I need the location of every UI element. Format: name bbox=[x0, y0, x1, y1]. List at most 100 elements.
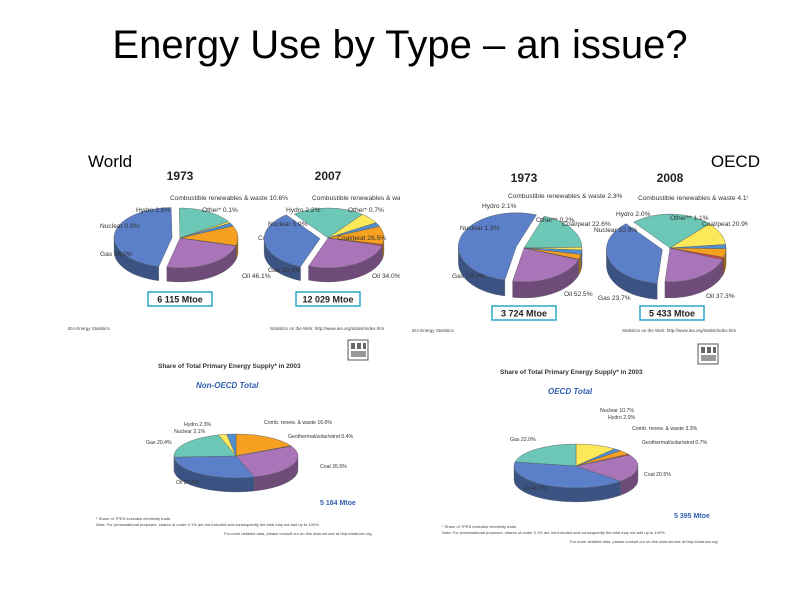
slice-label-hydro: Hydro 2.0% bbox=[616, 211, 651, 218]
slice-label-combustible-renewables-waste: Combustible renewables & waste 4.1% bbox=[638, 195, 748, 202]
pie-title: 2008 bbox=[657, 171, 684, 185]
total-oecd-1973: 3 724 Mtoe bbox=[501, 309, 547, 319]
pie-oecd-1973: 1973 Coal/peat 22.6% Oil 52.5% Gas 19.0% Nuc… bbox=[452, 171, 622, 299]
non-oecd-note3: For more detailed data, please consult o… bbox=[224, 531, 373, 536]
slice-label-hydro: Hydro 2.1% bbox=[482, 203, 517, 210]
oecd-2003-note1: * Share of TPES excludes electricity tra… bbox=[442, 524, 517, 529]
slice-label-nuclear: Nuclear 0.9% bbox=[100, 223, 140, 230]
slice-label-gas: Gas 16.0% bbox=[100, 251, 133, 258]
slice-label-coal-peat: Coal/peat 20.9% bbox=[702, 221, 748, 228]
slice-label-hydro: Hydro 2.2% bbox=[286, 207, 321, 214]
total-box-world-2007 bbox=[295, 291, 361, 307]
oecd-2003-subtitle: OECD Total bbox=[548, 387, 593, 396]
slice-oil bbox=[263, 214, 321, 267]
slice-hydro bbox=[226, 433, 237, 457]
slice-label-other: Other** 1.1% bbox=[670, 215, 709, 222]
pie-non-oecd-2003: Comb. renew. & waste 16.6% Geothermal/sol… bbox=[146, 420, 354, 493]
slice-label-hydro: Hydro 1.8% bbox=[136, 207, 171, 214]
oecd-pies-svg: 1973 Coal/peat 22.6% Oil 52.5% Gas 19.0% Nuc… bbox=[412, 171, 748, 333]
total-oecd-2008: 5 433 Mtoe bbox=[649, 309, 695, 319]
pie-oecd-2008: 2008 Coal/peat 20.9% Oil 37.3% Gas 23.7% Nuc… bbox=[594, 171, 748, 302]
slice-gas bbox=[633, 213, 710, 249]
oecd-2003-note3: For more detailed data, please consult o… bbox=[570, 539, 719, 544]
pie-title: 1973 bbox=[511, 171, 538, 185]
slice-oil bbox=[606, 223, 663, 284]
slice-label-nuclear: Nuclear 1.3% bbox=[460, 225, 500, 232]
slice-oil bbox=[173, 455, 255, 479]
slice-label-comb-renew-waste: Comb. renew. & waste 3.3% bbox=[632, 426, 698, 432]
iea-logo-icon bbox=[347, 339, 369, 361]
oecd-2003-note2: Note: For presentational purposes, share… bbox=[442, 530, 666, 535]
non-oecd-svg: Share of Total Primary Energy Supply* in… bbox=[96, 339, 373, 536]
source-right-oecd: Statistics on the Web: http://www.iea.or… bbox=[622, 328, 736, 333]
slice-label-gas: Gas 20.4% bbox=[146, 440, 172, 446]
slice-coal bbox=[575, 454, 639, 482]
slice-side-other bbox=[722, 257, 724, 277]
oecd-label: OECD bbox=[710, 152, 760, 171]
slide-title: Energy Use by Type – an issue? bbox=[112, 23, 688, 67]
slice-label-nuclear: Nuclear 10.7% bbox=[600, 408, 634, 414]
slice-label-nuclear: Nuclear 2.1% bbox=[174, 429, 206, 435]
slice-label-combustible-renewables-waste: Combustible renewables & waste 10.6% bbox=[170, 195, 288, 202]
slice-side-other bbox=[381, 244, 383, 260]
slice-label-geothermal-solar-wind: Geothermal/solar/wind 0.7% bbox=[642, 440, 708, 446]
world-label: World bbox=[88, 152, 133, 171]
pie-title: 2007 bbox=[315, 169, 342, 183]
total-box-oecd-2008 bbox=[639, 305, 705, 321]
slice-oil bbox=[513, 461, 622, 489]
source-left-oecd: IEA Energy Statistics bbox=[412, 328, 455, 333]
slice-comb-renew-waste bbox=[235, 433, 292, 457]
slice-gas bbox=[293, 207, 363, 239]
slice-label-oil: Oil 34.0% bbox=[372, 273, 400, 280]
non-oecd-note2: Note: For presentational purposes, share… bbox=[96, 522, 320, 527]
slice-label-coal-peat: Coal/peat 22.6% bbox=[562, 221, 611, 228]
slice-other bbox=[669, 247, 725, 260]
slice-coal bbox=[235, 446, 299, 478]
oecd-2003-svg: Share of Total Primary Energy Supply* in… bbox=[442, 343, 719, 544]
slice-coal-peat bbox=[512, 247, 579, 283]
slice-label-other: Other* 0.7% bbox=[348, 207, 384, 214]
non-oecd-note1: * Share of TPES excludes electricity tra… bbox=[96, 516, 171, 521]
oecd-2003-total: 5 395 Mtoe bbox=[674, 513, 710, 520]
slice-label-coal: Coal 26.5% bbox=[320, 464, 347, 470]
slice-gas bbox=[514, 443, 577, 467]
iea-logo-icon bbox=[697, 343, 719, 365]
pie-world-2007: 2007 Coal/peat 26.5% Oil 34.0% Gas 20.9% Nuc… bbox=[263, 169, 400, 283]
slice-label-combustible-renewables-waste: Combustible renewables & waste 2.3% bbox=[508, 193, 622, 200]
slice-label-oil: Oil 46.1% bbox=[242, 273, 271, 280]
slice-label-other: Other** 0.2% bbox=[536, 217, 575, 224]
slice-label-hydro: Hydro 2.3% bbox=[184, 422, 211, 428]
total-world-2007: 12 029 Mtoe bbox=[302, 295, 353, 305]
slice-label-oil: Oil 52.5% bbox=[564, 291, 593, 298]
slice-oil bbox=[458, 212, 537, 281]
slice-oil bbox=[113, 207, 173, 267]
slice-label-oil: Oil 27.8% bbox=[176, 480, 199, 486]
slice-coal-peat bbox=[166, 237, 237, 269]
slice-gas bbox=[523, 215, 583, 249]
slice-label-oil: Oil 40.7% bbox=[524, 486, 547, 492]
total-world-1973: 6 115 Mtoe bbox=[157, 295, 203, 305]
slice-other bbox=[179, 237, 237, 246]
oecd-pies-panel: 1973 Coal/peat 22.6% Oil 52.5% Gas 19.0% Nuc… bbox=[408, 160, 748, 336]
total-box-oecd-1973 bbox=[491, 305, 557, 321]
slice-label-combustible-renewables-waste: Combustible renewables & waste 9.8% bbox=[312, 195, 400, 202]
slice-label-other: Other* 0.1% bbox=[202, 207, 238, 214]
pie-title: 1973 bbox=[167, 169, 194, 183]
slice-label-oil: Oil 37.3% bbox=[706, 293, 735, 300]
slice-coal-peat bbox=[308, 237, 383, 269]
slice-label-gas: Gas 23.7% bbox=[598, 295, 631, 302]
non-oecd-subtitle: Non-OECD Total bbox=[196, 381, 259, 390]
total-box-world-1973 bbox=[147, 291, 213, 307]
slice-label-gas: Gas 20.9% bbox=[268, 267, 301, 274]
source-right-world: Statistics on the Web: http://www.iea.or… bbox=[270, 326, 384, 331]
slice-label-gas: Gas 19.0% bbox=[452, 273, 485, 280]
oecd-2003-chart-title: Share of Total Primary Energy Supply* in… bbox=[500, 369, 643, 376]
slice-other bbox=[523, 247, 580, 260]
slice-label-coal: Coal 20.5% bbox=[644, 472, 671, 478]
non-oecd-panel: Share of Total Primary Energy Supply* in… bbox=[88, 338, 400, 542]
slice-label-coal-peat: Coal/peat 26.5% bbox=[337, 235, 386, 242]
slice-label-nuclear: Nuclear 10.9% bbox=[594, 227, 637, 234]
